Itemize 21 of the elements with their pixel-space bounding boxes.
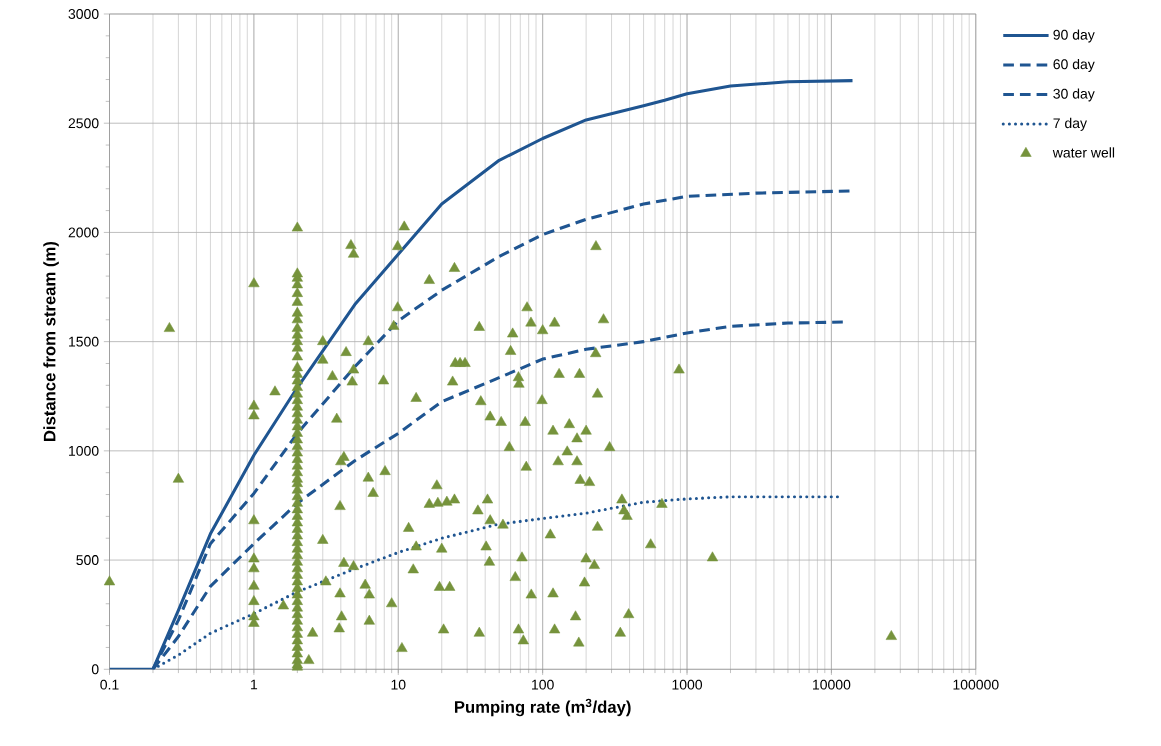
legend-label: 7 day — [1053, 117, 1087, 131]
x-axis-title: Pumping rate (m$^{3}$/day) — [454, 698, 631, 717]
x-tick-label: 10 — [391, 679, 406, 690]
x-tick-label: 100 — [532, 679, 554, 690]
x-tick-label: 1 — [251, 679, 258, 690]
y-tick-label: 500 — [76, 555, 99, 566]
y-tick-label: 0 — [91, 664, 99, 675]
x-tick-label: 1000 — [672, 679, 703, 690]
y-tick-label: 3000 — [68, 9, 99, 19]
legend-label: 30 day — [1053, 88, 1095, 102]
x-tick-label: 10000 — [813, 679, 851, 690]
y-axis-title: Distance from stream (m) — [43, 242, 59, 442]
x-tick-label: 100000 — [953, 679, 999, 690]
y-tick-label: 1000 — [69, 445, 99, 456]
legend-label: water well — [1052, 147, 1115, 158]
y-tick-label: 2000 — [68, 227, 99, 238]
legend-label: 90 day — [1053, 29, 1095, 43]
y-tick-label: 1500 — [69, 336, 99, 347]
legend-label: 60 day — [1053, 58, 1095, 72]
y-tick-label: 2500 — [68, 118, 99, 129]
x-tick-label: 0.1 — [100, 679, 119, 690]
